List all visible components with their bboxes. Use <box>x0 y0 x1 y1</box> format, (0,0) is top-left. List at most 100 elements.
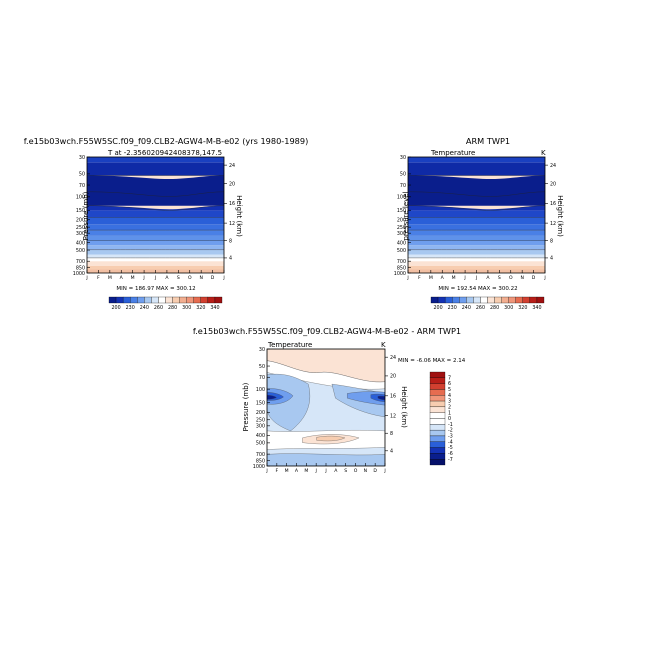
field-band <box>408 230 545 236</box>
panel-obs-colorbar: 200 230 240 260 280 300 320 340 <box>430 296 545 311</box>
colorbar-swatch <box>452 296 460 304</box>
month-tick-label: J <box>314 468 316 474</box>
field-band <box>408 235 545 241</box>
height-tick-label: 24 <box>390 355 396 361</box>
pressure-tick-label: 300 <box>76 231 85 237</box>
colorbar-swatch <box>429 383 446 390</box>
colorbar-tick-label: 240 <box>140 305 149 311</box>
panel-obs-minmax: MIN = 192.54 MAX = 300.22 <box>438 286 517 292</box>
panel-obs: Temperature K 30507010015020025030040050… <box>394 149 564 311</box>
month-tick-label: A <box>486 275 490 281</box>
pressure-tick-label: 100 <box>397 195 406 201</box>
pressure-tick-label: 850 <box>76 265 85 271</box>
colorbar-swatch <box>122 296 131 304</box>
month-tick-label: M <box>285 468 289 474</box>
colorbar-swatch <box>529 296 538 304</box>
panel-model-ylabel-right: Height (km) <box>235 195 243 237</box>
pressure-tick-label: 150 <box>256 401 265 407</box>
panel-model-ylabel: Pressure (mb) <box>82 191 90 240</box>
panel-diff-field <box>267 349 385 466</box>
pressure-tick-label: 1000 <box>253 464 265 470</box>
colorbar-swatch <box>429 459 446 466</box>
colorbar-tick-label: 300 <box>504 305 513 311</box>
colorbar-swatch <box>466 296 474 304</box>
field-band <box>408 157 545 163</box>
pressure-tick-label: 100 <box>76 195 85 201</box>
colorbar-tick-label: 260 <box>476 305 485 311</box>
colorbar-swatch <box>172 296 180 304</box>
colorbar-swatch <box>429 406 446 413</box>
colorbar-swatch <box>429 395 446 402</box>
month-tick-label: J <box>543 275 545 281</box>
field-band <box>408 249 545 255</box>
month-tick-label: J <box>154 275 156 281</box>
title-top-right: ARM TWP1 <box>466 136 510 146</box>
colorbar-tick-label: -3 <box>448 434 453 440</box>
colorbar-swatch <box>429 377 446 384</box>
contour-line <box>87 191 224 197</box>
colorbar-swatch <box>186 296 194 304</box>
pressure-tick-label: 150 <box>397 208 406 214</box>
colorbar-swatch <box>430 296 439 304</box>
height-tick-label: 20 <box>390 374 396 380</box>
pressure-tick-label: 70 <box>400 183 406 189</box>
colorbar-swatch <box>151 296 159 304</box>
field-band <box>87 175 224 206</box>
pressure-tick-label: 50 <box>259 364 265 370</box>
month-tick-label: F <box>97 275 100 281</box>
colorbar-tick-label: -1 <box>448 422 453 428</box>
field-band <box>87 210 224 218</box>
height-tick-label: 16 <box>390 394 396 400</box>
colorbar-tick-label: -2 <box>448 428 453 434</box>
panel-obs-ylabel: pressure level <box>402 191 410 240</box>
colorbar-swatch <box>429 418 446 425</box>
height-tick-label: 4 <box>550 256 553 262</box>
month-tick-label: J <box>85 275 87 281</box>
colorbar-tick-label: -5 <box>448 445 453 451</box>
colorbar-swatch <box>429 429 446 437</box>
pressure-tick-label: 50 <box>400 172 406 178</box>
panel-model-subtitle: T at -2.356020942408378,147.5 <box>107 149 222 157</box>
colorbar-tick-label: -4 <box>448 439 453 445</box>
colorbar-swatch <box>429 441 446 448</box>
panel-difference: Temperature K 30507010015020025030040050… <box>242 341 466 474</box>
colorbar-swatch <box>515 296 523 304</box>
month-tick-label: D <box>211 275 215 281</box>
colorbar-tick-label: 0 <box>448 416 451 422</box>
month-tick-label: M <box>304 468 308 474</box>
pressure-tick-label: 300 <box>256 424 265 430</box>
month-tick-label: A <box>120 275 124 281</box>
field-region <box>267 453 385 466</box>
pressure-tick-label: 400 <box>76 240 85 246</box>
pressure-tick-label: 150 <box>76 208 85 214</box>
colorbar-tick-label: 7 <box>448 375 451 381</box>
field-band <box>408 261 545 267</box>
field-band <box>87 266 224 270</box>
height-tick-label: 8 <box>229 238 232 244</box>
height-tick-label: 4 <box>390 449 393 455</box>
field-band <box>408 240 545 246</box>
contour-line <box>408 191 545 197</box>
colorbar-swatch <box>108 296 117 304</box>
colorbar-swatch <box>200 296 209 304</box>
pressure-tick-label: 30 <box>79 155 85 161</box>
panel-obs-units: K <box>541 149 546 157</box>
pressure-tick-label: 200 <box>397 218 406 224</box>
height-tick-label: 12 <box>229 221 235 227</box>
month-tick-label: N <box>520 275 523 281</box>
colorbar-tick-label: 6 <box>448 381 451 387</box>
colorbar-swatch <box>179 296 187 304</box>
month-tick-label: O <box>509 275 513 281</box>
month-tick-label: S <box>177 275 180 281</box>
month-tick-label: N <box>199 275 202 281</box>
height-tick-label: 12 <box>550 221 556 227</box>
field-region <box>267 395 277 400</box>
panel-obs-field <box>408 157 545 273</box>
panel-diff-units: K <box>381 341 386 349</box>
colorbar-swatch <box>429 453 446 460</box>
colorbar-tick-label: 340 <box>210 305 219 311</box>
field-band <box>408 162 545 176</box>
height-tick-label: 24 <box>229 163 235 169</box>
